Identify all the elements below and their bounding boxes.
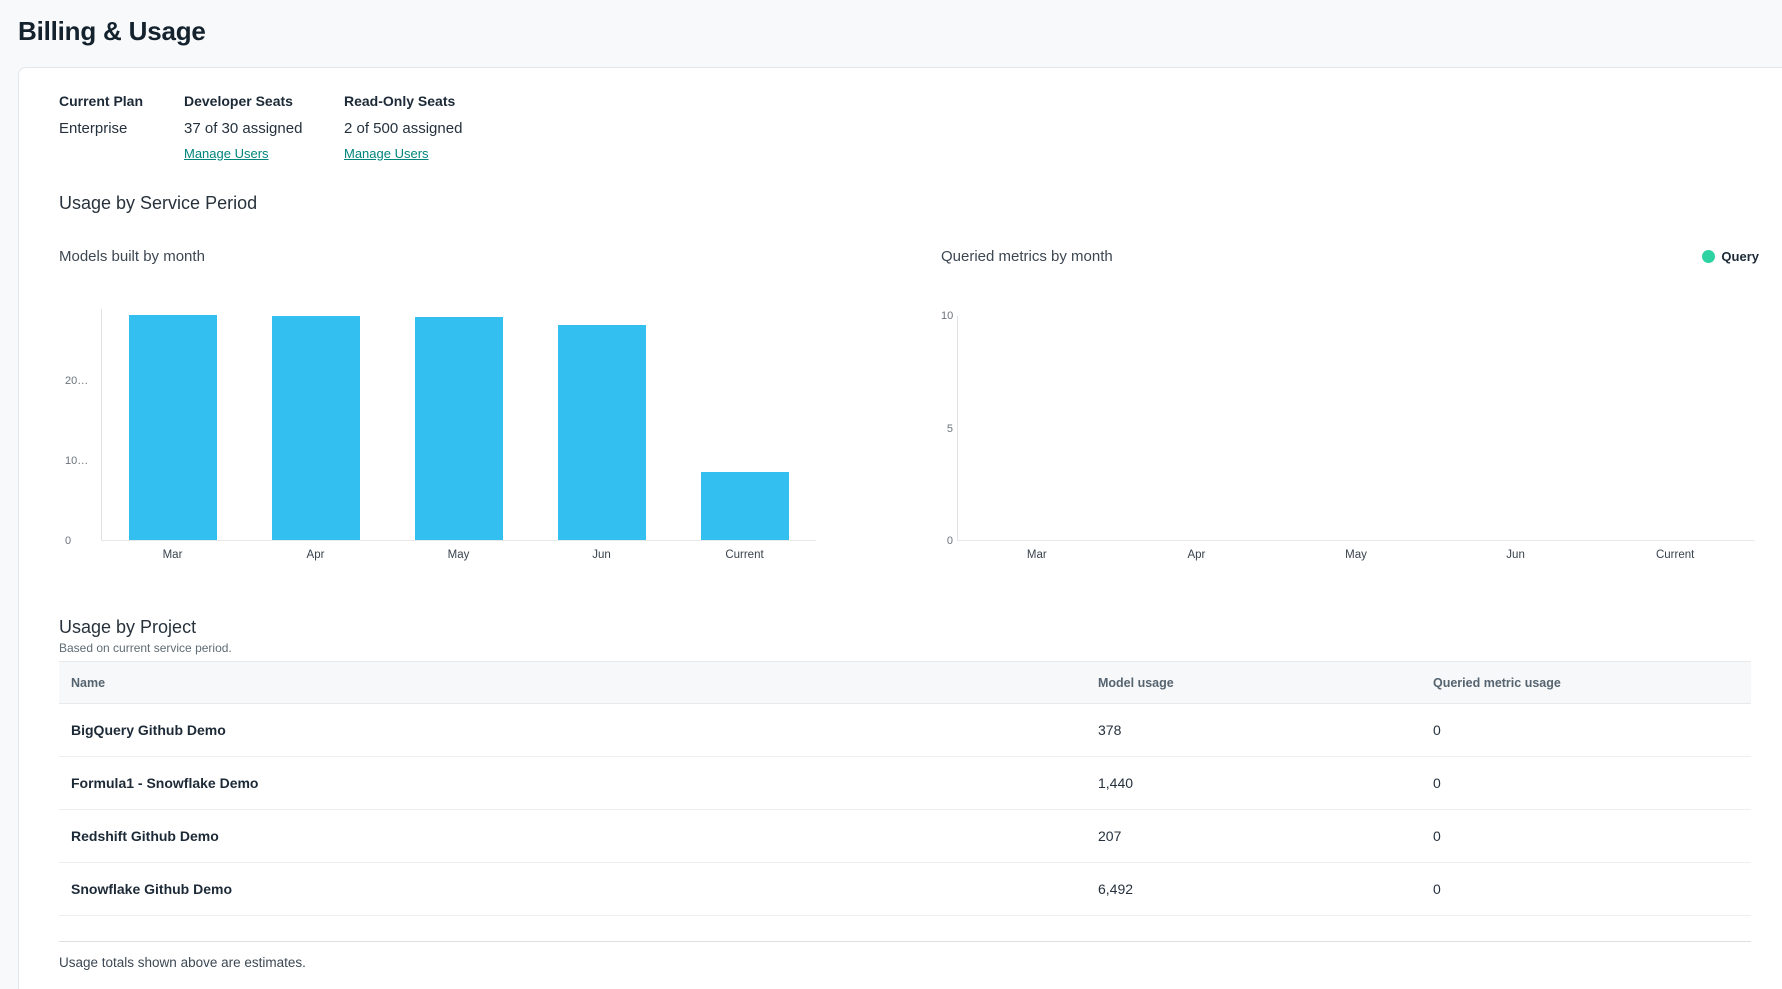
project-name-cell: Redshift Github Demo bbox=[59, 809, 1086, 863]
billing-card: Current Plan Enterprise Developer Seats … bbox=[18, 67, 1782, 989]
table-bottom-edge bbox=[59, 916, 1751, 942]
y-axis-ticks: 0 10… 20… bbox=[59, 309, 101, 547]
y-axis-ticks: 0 5 10 bbox=[941, 310, 957, 547]
usage-footnote: Usage totals shown above are estimates. bbox=[59, 955, 306, 970]
current-plan-label: Current Plan bbox=[59, 93, 144, 109]
manage-developer-users-link[interactable]: Manage Users bbox=[184, 146, 269, 161]
chart-legend: Query bbox=[1702, 249, 1759, 264]
model-usage-cell: 378 bbox=[1086, 703, 1421, 757]
developer-seats-value: 37 of 30 assigned bbox=[184, 120, 303, 137]
y-tick-label: 5 bbox=[946, 422, 953, 435]
queried-metric-usage-cell: 0 bbox=[1421, 703, 1751, 757]
y-tick-label: 0 bbox=[946, 535, 953, 547]
model-usage-cell: 6,492 bbox=[1086, 862, 1421, 916]
x-tick-label: Current bbox=[1655, 549, 1695, 561]
x-tick-label: Apr bbox=[306, 549, 325, 561]
bar-mar bbox=[129, 315, 218, 540]
current-plan-column: Current Plan Enterprise bbox=[59, 92, 184, 163]
readonly-seats-label: Read-Only Seats bbox=[344, 93, 456, 109]
y-tick-label: 10 bbox=[941, 310, 954, 322]
x-tick-label: Mar bbox=[1026, 549, 1047, 561]
page-header: Billing & Usage bbox=[0, 0, 1782, 67]
y-tick-label: 20… bbox=[65, 375, 89, 387]
x-tick-label: May bbox=[447, 549, 470, 561]
bar-jun bbox=[557, 325, 646, 540]
bar-apr bbox=[272, 316, 361, 540]
queried-metrics-chart: Queried metrics by month Query 0 5 10 Mar Ap… bbox=[941, 246, 1759, 562]
model-usage-cell: 1,440 bbox=[1086, 756, 1421, 810]
page-title: Billing & Usage bbox=[18, 16, 206, 46]
x-tick-label: Apr bbox=[1187, 549, 1206, 561]
model-usage-cell: 207 bbox=[1086, 809, 1421, 863]
project-name-cell: BigQuery Github Demo bbox=[59, 703, 1086, 757]
queried-metrics-chart-title: Queried metrics by month bbox=[941, 247, 1113, 265]
models-built-chart: Models built by month 0 10… 20… Mar Apr May Ju… bbox=[59, 246, 859, 561]
table-row: Formula1 - Snowflake Demo 1,440 0 bbox=[59, 756, 1751, 810]
table-row: BigQuery Github Demo 378 0 bbox=[59, 703, 1751, 757]
column-header-queried-metric-usage: Queried metric usage bbox=[1421, 661, 1751, 704]
x-tick-label: Jun bbox=[1506, 549, 1525, 561]
x-axis-labels: Mar Apr May Jun Current bbox=[101, 549, 816, 561]
y-tick-label: 10… bbox=[65, 455, 89, 467]
y-tick-label: 0 bbox=[65, 535, 72, 547]
queried-metric-usage-cell: 0 bbox=[1421, 809, 1751, 863]
table-row: Redshift Github Demo 207 0 bbox=[59, 809, 1751, 863]
queried-metric-usage-cell: 0 bbox=[1421, 756, 1751, 810]
x-tick-label: Jun bbox=[592, 549, 611, 561]
x-axis-labels: Mar Apr May Jun Current bbox=[957, 549, 1755, 561]
usage-table: Name Model usage Queried metric usage Bi… bbox=[59, 661, 1751, 916]
charts-row: Models built by month 0 10… 20… Mar Apr May Ju… bbox=[59, 246, 1759, 562]
usage-by-project-title: Usage by Project bbox=[59, 617, 197, 637]
project-name-cell: Snowflake Github Demo bbox=[59, 862, 1086, 916]
bar-current bbox=[700, 472, 789, 540]
developer-seats-column: Developer Seats 37 of 30 assigned Manage… bbox=[184, 92, 344, 163]
plot-area bbox=[101, 309, 816, 541]
table-header-row: Name Model usage Queried metric usage bbox=[59, 661, 1751, 704]
bar-may bbox=[414, 317, 503, 540]
usage-by-service-period-title: Usage by Service Period bbox=[59, 193, 258, 213]
developer-seats-label: Developer Seats bbox=[184, 93, 293, 109]
x-tick-label: Mar bbox=[162, 549, 183, 561]
queried-metric-usage-cell: 0 bbox=[1421, 862, 1751, 916]
x-tick-label: May bbox=[1345, 549, 1367, 561]
current-plan-value: Enterprise bbox=[59, 120, 128, 137]
readonly-seats-value: 2 of 500 assigned bbox=[344, 120, 463, 137]
column-header-name: Name bbox=[59, 661, 1086, 704]
legend-dot-icon bbox=[1702, 249, 1716, 263]
x-tick-label: Current bbox=[725, 549, 764, 561]
project-name-cell: Formula1 - Snowflake Demo bbox=[59, 756, 1086, 810]
manage-readonly-users-link[interactable]: Manage Users bbox=[344, 146, 429, 161]
legend-label: Query bbox=[1721, 248, 1759, 264]
models-built-plot: 0 10… 20… Mar Apr May Jun Current bbox=[59, 309, 859, 561]
usage-by-project-subtitle: Based on current service period. bbox=[59, 641, 232, 655]
plan-summary: Current Plan Enterprise Developer Seats … bbox=[59, 92, 1759, 163]
queried-metrics-plot: 0 5 10 Mar Apr May Jun Current bbox=[941, 310, 1759, 561]
readonly-seats-column: Read-Only Seats 2 of 500 assigned Manage… bbox=[344, 92, 564, 163]
table-row: Snowflake Github Demo 6,492 0 bbox=[59, 862, 1751, 916]
plot-area bbox=[957, 316, 1755, 541]
column-header-model-usage: Model usage bbox=[1086, 661, 1421, 704]
models-built-chart-title: Models built by month bbox=[59, 247, 205, 265]
